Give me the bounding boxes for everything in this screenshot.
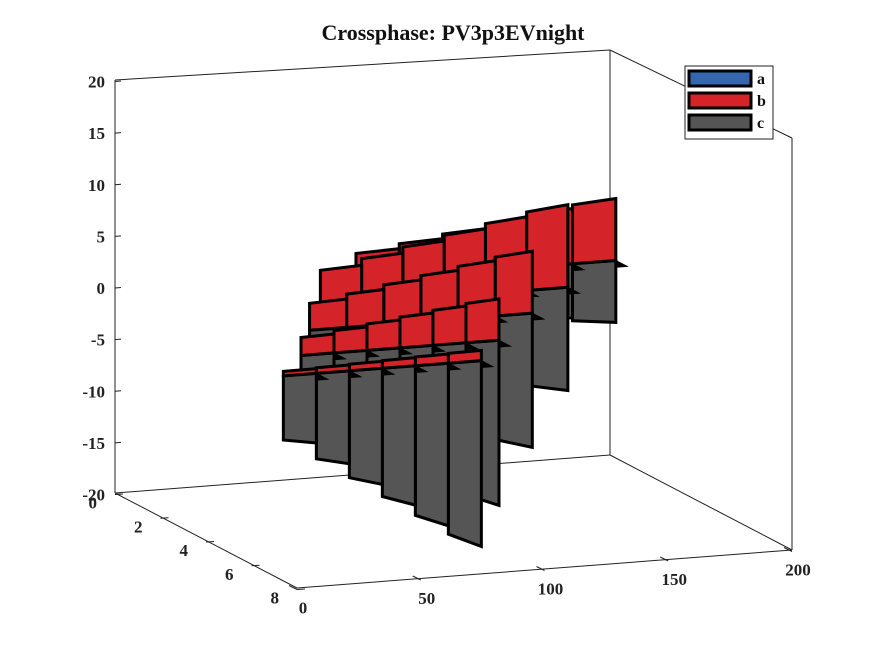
z-tick-label: 20 [88, 73, 105, 92]
y-tick-label: 2 [134, 517, 143, 536]
z-tick-label: 5 [97, 227, 106, 246]
y-tick-label: 8 [271, 589, 280, 608]
bar-c [493, 311, 534, 450]
bar-b [332, 325, 369, 355]
bar-c [314, 369, 351, 466]
z-tick-mark [114, 287, 122, 289]
x-tick-mark [288, 585, 298, 590]
x-tick-label: 200 [785, 561, 811, 580]
z-tick-mark [114, 132, 122, 134]
x-axis-line [296, 549, 793, 589]
y-tick-label: 4 [180, 541, 189, 560]
bar-b [431, 304, 468, 347]
bar-c [413, 361, 450, 528]
y-tick-label: 0 [89, 494, 98, 513]
x-axis-ticks: 0 50 100 150 200 [288, 547, 811, 618]
bar-b [398, 311, 435, 350]
side-bottom-edge [609, 454, 793, 551]
x-tick-mark [412, 575, 421, 581]
z-tick-mark [114, 235, 122, 237]
x-tick-label: 0 [299, 599, 308, 618]
z-tick-label: 0 [97, 279, 106, 298]
y-tick-mark [160, 517, 169, 519]
bar-c [446, 359, 483, 549]
y-axis-ticks: 0 2 4 6 8 [89, 494, 306, 608]
chart-title: Crossphase: PV3p3EVnight [321, 20, 585, 45]
z-tick-mark [114, 390, 122, 392]
bar-b [347, 359, 384, 373]
x-tick-label: 150 [662, 570, 688, 589]
bar-b [380, 356, 417, 370]
bar-c [380, 364, 417, 508]
y-tick-mark [251, 564, 260, 567]
bar-b [446, 348, 483, 365]
bar-b [314, 363, 351, 375]
legend-swatch-a [687, 69, 753, 88]
legend-swatch-c [687, 113, 753, 132]
bar-b [571, 196, 618, 266]
z-tick-label: -5 [91, 331, 105, 350]
legend-label-a: a [757, 71, 765, 88]
z-tick-mark [114, 441, 122, 444]
bar-b [308, 297, 349, 332]
bar-series [281, 196, 629, 549]
z-tick-label: 10 [88, 176, 105, 195]
bar-c [347, 366, 384, 487]
legend-swatch-b [687, 91, 753, 110]
z-tick-mark [114, 338, 122, 341]
z-tick-mark [114, 80, 122, 82]
z-axis-ticks: 20 15 10 5 0 -5 -10 -15 -20 [82, 73, 122, 505]
back-top-edge [114, 49, 611, 81]
y-tick-mark [205, 541, 215, 543]
bar-b [493, 249, 534, 318]
x-tick-mark [783, 547, 793, 552]
bar-b [281, 366, 318, 378]
legend: abc [684, 65, 774, 140]
bar-b [413, 352, 450, 368]
bar-c [281, 371, 318, 445]
y-tick-label: 6 [225, 565, 234, 584]
z-tick-label: 15 [88, 124, 105, 143]
z-tick-label: -20 [82, 486, 105, 505]
x-tick-label: 100 [538, 580, 564, 599]
z-tick-label: -15 [82, 434, 105, 453]
bar-b [365, 318, 402, 353]
z-tick-mark [114, 183, 122, 186]
bar-b [464, 297, 501, 345]
legend-label-c: c [757, 115, 764, 132]
y-tick-mark [114, 493, 124, 495]
z-tick-label: -10 [82, 382, 105, 401]
bar-b [299, 332, 336, 358]
x-tick-mark [536, 566, 545, 571]
y-axis-line [114, 492, 298, 589]
legend-label-b: b [757, 93, 766, 110]
x-tick-mark [660, 556, 669, 562]
x-tick-label: 50 [418, 589, 435, 608]
y-tick-mark [296, 588, 306, 590]
